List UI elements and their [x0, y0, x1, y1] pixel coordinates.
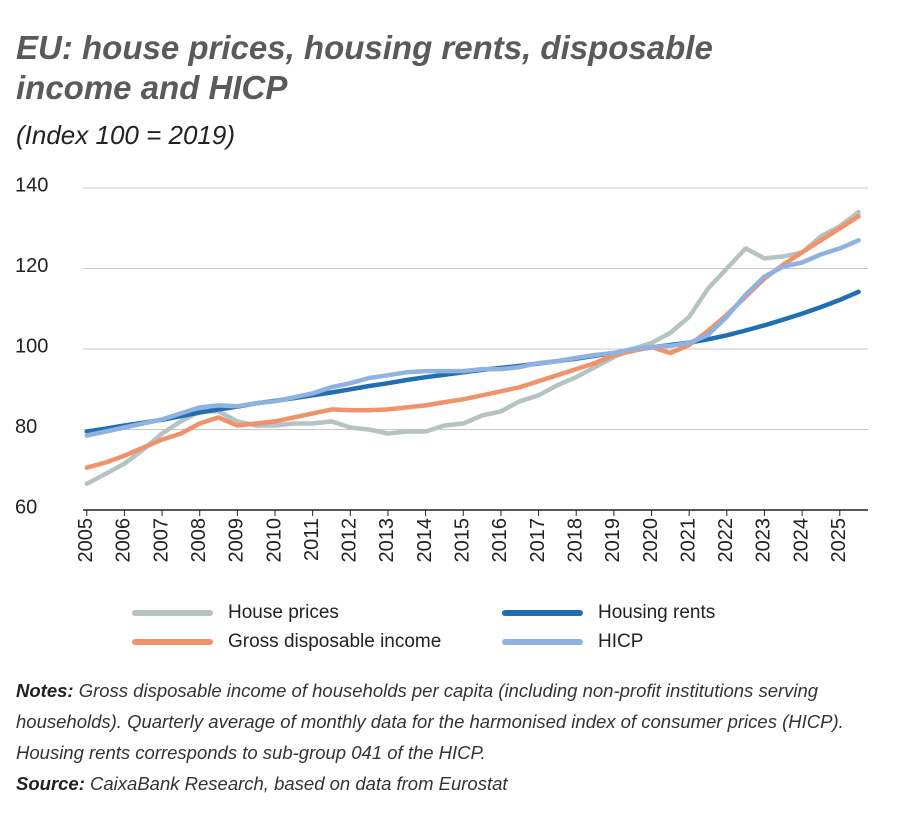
source-text: CaixaBank Research, based on data from E…	[90, 773, 508, 794]
x-tick-label: 2016	[489, 518, 511, 563]
chart-title: EU: house prices, housing rents, disposa…	[16, 29, 713, 106]
legend-label: HICP	[598, 631, 643, 652]
notes-block: Notes: Gross disposable income of househ…	[16, 675, 876, 768]
legend-label: Gross disposable income	[228, 631, 441, 652]
y-tick-label: 140	[15, 174, 48, 196]
x-tick-label: 2020	[640, 518, 662, 563]
x-tick-label: 2022	[715, 518, 737, 563]
y-tick-label: 60	[15, 496, 37, 518]
x-tick-label: 2015	[452, 518, 474, 563]
x-tick-label: 2012	[339, 518, 361, 563]
x-tick-label: 2010	[263, 518, 285, 563]
x-tick-label: 2023	[753, 518, 775, 563]
source-label: Source:	[16, 773, 85, 794]
x-tick-label: 2014	[414, 518, 436, 563]
series-line	[84, 289, 861, 434]
x-tick-label: 2019	[602, 518, 624, 563]
legend-label: House prices	[228, 602, 339, 623]
x-tick-label: 2011	[301, 518, 323, 561]
x-tick-label: 2025	[828, 518, 850, 563]
x-tick-label: 2018	[564, 518, 586, 563]
x-tick-label: 2007	[150, 518, 172, 563]
source-block: Source: CaixaBank Research, based on dat…	[16, 768, 876, 799]
y-tick-label: 80	[15, 416, 37, 438]
x-tick-label: 2013	[376, 518, 398, 563]
x-tick-label: 2006	[113, 518, 135, 563]
y-tick-label: 120	[15, 255, 48, 277]
legend-label: Housing rents	[598, 602, 715, 623]
notes: Notes: Gross disposable income of househ…	[16, 675, 876, 799]
x-tick-label: 2008	[188, 518, 210, 563]
x-tick-label: 2024	[790, 518, 812, 563]
y-tick-label: 100	[15, 335, 48, 357]
chart-subtitle: (Index 100 = 2019)	[16, 120, 235, 150]
notes-label: Notes:	[16, 680, 74, 701]
notes-text: Gross disposable income of households pe…	[16, 680, 844, 763]
x-tick-label: 2005	[75, 518, 97, 563]
series-line	[84, 209, 861, 487]
x-tick-label: 2009	[226, 518, 248, 563]
chart: 60 80 100 120 140 2005 2006 2007 2008 2009 2010 201…	[15, 174, 868, 652]
x-tick-label: 2017	[527, 518, 549, 563]
series-line	[84, 238, 861, 438]
x-tick-label: 2021	[677, 518, 699, 563]
